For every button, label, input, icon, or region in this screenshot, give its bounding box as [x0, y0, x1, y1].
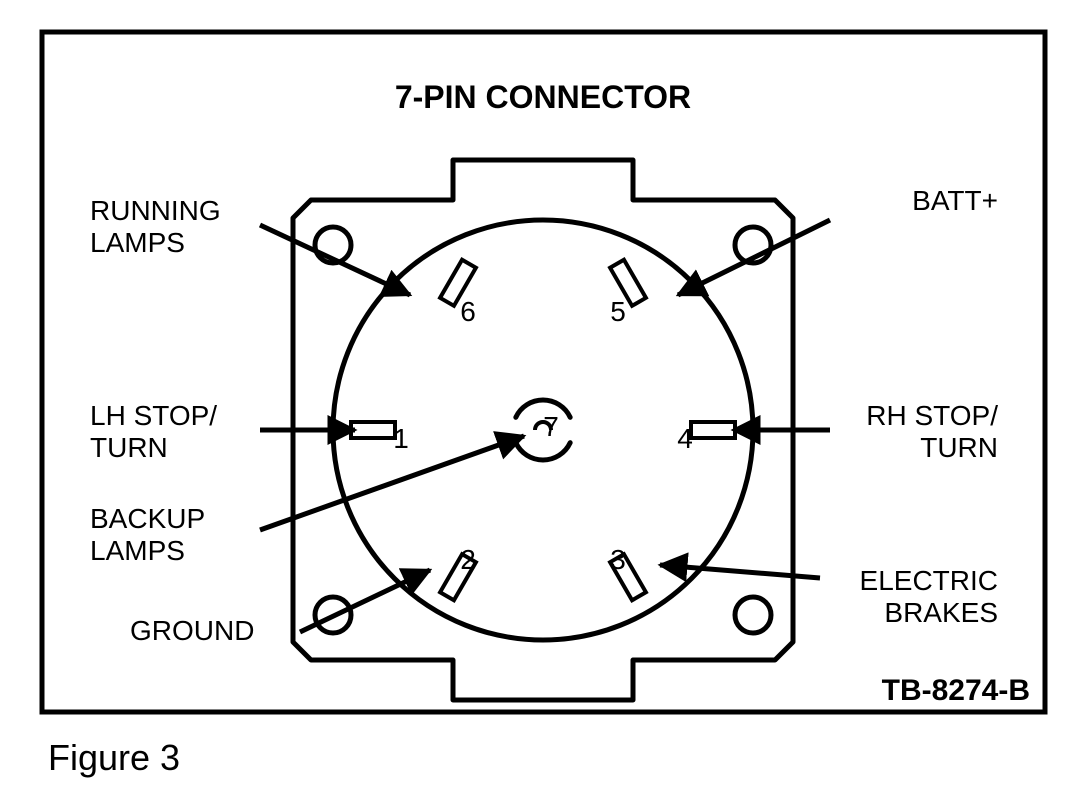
- figure-stage: 7-PIN CONNECTOR Figure 3 TB-8274-B 1 2 3 4 5 6 7 R…: [0, 0, 1087, 787]
- pin-slot-1: [351, 422, 395, 438]
- callout-label-electric_brakes-1: BRAKES: [884, 597, 998, 628]
- pin-number-3: 3: [610, 544, 626, 575]
- diagram-svg: 7-PIN CONNECTOR Figure 3 TB-8274-B 1 2 3 4 5 6 7 R…: [0, 0, 1087, 787]
- callout-label-rh_stop_turn-1: TURN: [920, 432, 998, 463]
- callout-label-lh_stop_turn-0: LH STOP/: [90, 400, 217, 431]
- pin-number-2: 2: [460, 544, 476, 575]
- callout-label-running_lamps-1: LAMPS: [90, 227, 185, 258]
- callout-label-ground: GROUND: [130, 615, 254, 646]
- callout-label-lh_stop_turn-1: TURN: [90, 432, 168, 463]
- figure-label: Figure 3: [48, 737, 180, 778]
- diagram-title: 7-PIN CONNECTOR: [395, 79, 691, 115]
- callout-label-batt_plus: BATT+: [912, 185, 998, 216]
- document-id: TB-8274-B: [882, 674, 1030, 707]
- callout-label-backup_lamps-1: LAMPS: [90, 535, 185, 566]
- pin-number-7: 7: [543, 411, 559, 442]
- pin-number-4: 4: [677, 423, 693, 454]
- callout-label-electric_brakes-0: ELECTRIC: [860, 565, 998, 596]
- callout-label-rh_stop_turn-0: RH STOP/: [866, 400, 998, 431]
- pin-number-1: 1: [393, 423, 409, 454]
- pin-slot-4: [691, 422, 735, 438]
- callout-label-backup_lamps-0: BACKUP: [90, 503, 205, 534]
- pin-number-6: 6: [460, 296, 476, 327]
- connector-group: 1 2 3 4 5 6 7: [293, 160, 793, 700]
- callout-label-running_lamps-0: RUNNING: [90, 195, 221, 226]
- pin-number-5: 5: [610, 296, 626, 327]
